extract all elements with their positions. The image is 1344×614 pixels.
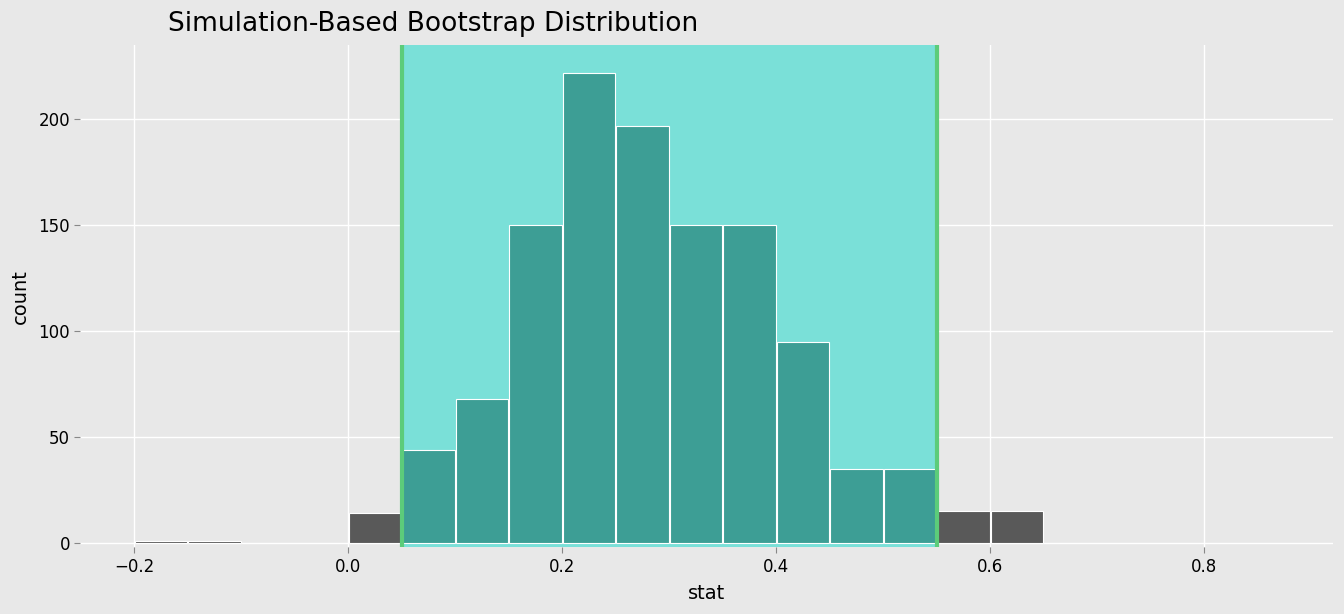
Bar — [723, 225, 775, 543]
Bar — [991, 511, 1043, 543]
Text: Simulation-Based Bootstrap Distribution: Simulation-Based Bootstrap Distribution — [168, 11, 699, 37]
Bar — [348, 513, 401, 543]
Bar — [456, 399, 508, 543]
X-axis label: stat: stat — [688, 584, 726, 603]
Bar — [188, 541, 241, 543]
Bar — [669, 225, 722, 543]
Bar — [777, 341, 829, 543]
Bar — [402, 449, 454, 543]
Bar — [617, 125, 669, 543]
Bar — [402, 45, 937, 547]
Bar — [937, 511, 989, 543]
Bar — [563, 72, 616, 543]
Bar — [831, 468, 883, 543]
Y-axis label: count: count — [11, 269, 30, 324]
Bar — [134, 541, 187, 543]
Bar — [884, 468, 937, 543]
Bar — [509, 225, 562, 543]
